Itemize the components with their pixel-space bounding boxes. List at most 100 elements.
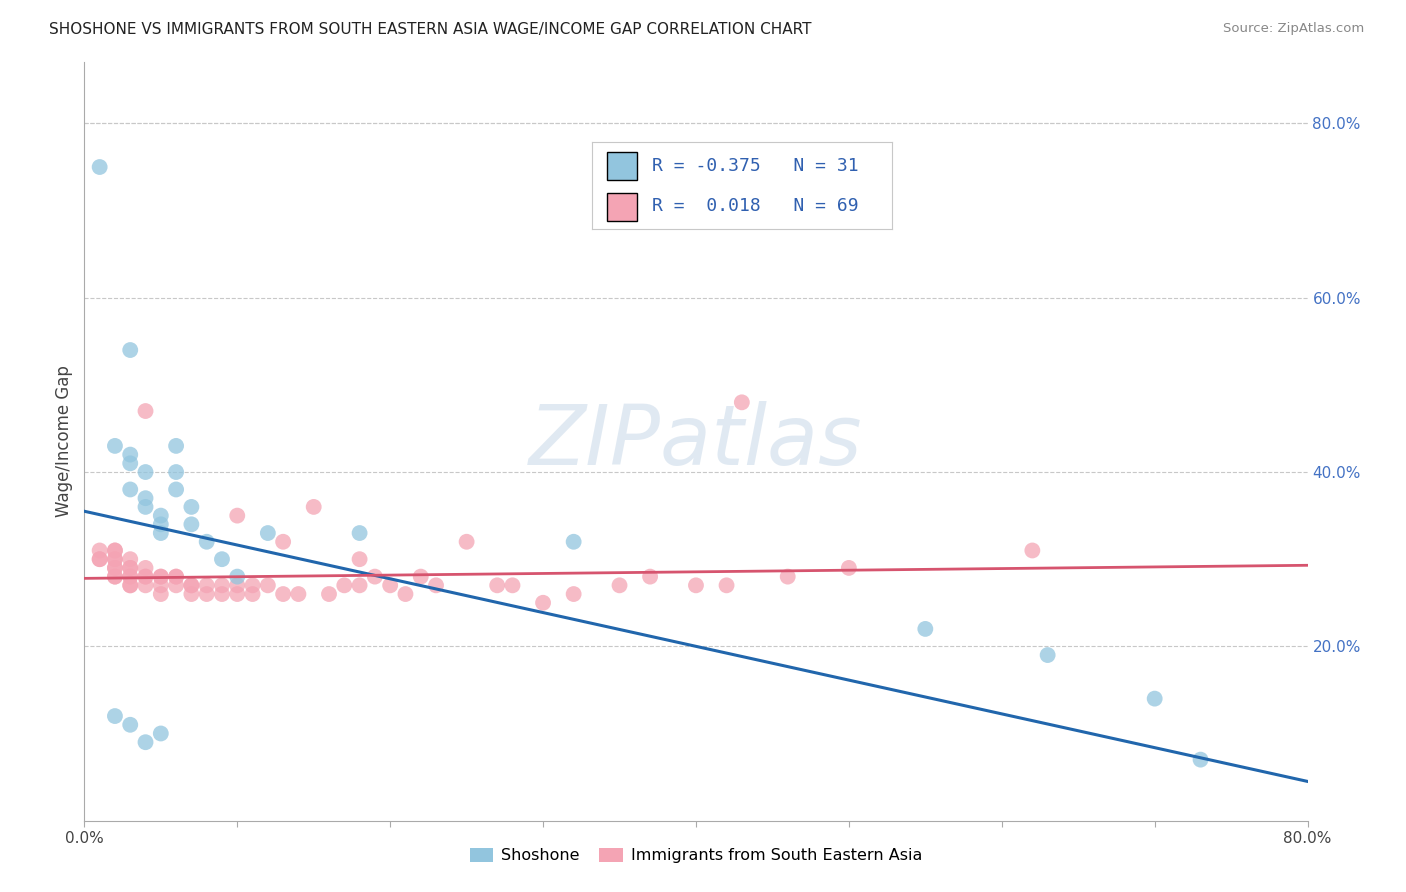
Point — [226, 508, 249, 523]
Point — [562, 534, 585, 549]
Point — [349, 578, 371, 592]
Point — [195, 587, 218, 601]
Point — [135, 561, 157, 575]
Point — [135, 735, 157, 749]
Point — [180, 517, 202, 532]
Point — [89, 552, 111, 566]
Point — [120, 456, 142, 470]
Point — [135, 465, 157, 479]
Point — [165, 439, 187, 453]
Point — [318, 587, 340, 601]
Point — [165, 483, 187, 497]
Point — [104, 552, 127, 566]
Point — [302, 500, 325, 514]
Point — [609, 578, 631, 592]
Point — [165, 569, 187, 583]
Point — [135, 500, 157, 514]
Point — [1143, 691, 1166, 706]
Legend: Shoshone, Immigrants from South Eastern Asia: Shoshone, Immigrants from South Eastern … — [463, 841, 929, 870]
Point — [242, 578, 264, 592]
Point — [195, 534, 218, 549]
Point — [135, 569, 157, 583]
Text: SHOSHONE VS IMMIGRANTS FROM SOUTH EASTERN ASIA WAGE/INCOME GAP CORRELATION CHART: SHOSHONE VS IMMIGRANTS FROM SOUTH EASTER… — [49, 22, 811, 37]
Point — [180, 500, 202, 514]
Point — [349, 552, 371, 566]
Point — [149, 569, 172, 583]
Point — [425, 578, 447, 592]
Point — [226, 569, 249, 583]
Point — [104, 561, 127, 575]
Point — [104, 543, 127, 558]
Point — [195, 578, 218, 592]
Point — [1189, 753, 1212, 767]
Point — [120, 569, 142, 583]
Point — [211, 578, 233, 592]
Point — [120, 552, 142, 566]
Point — [287, 587, 309, 601]
Point — [149, 517, 172, 532]
Point — [104, 561, 127, 575]
Point — [914, 622, 936, 636]
Point — [271, 587, 294, 601]
Point — [456, 534, 478, 549]
Point — [180, 578, 202, 592]
Point — [135, 491, 157, 506]
Point — [349, 526, 371, 541]
Point — [120, 578, 142, 592]
Point — [1021, 543, 1043, 558]
Point — [104, 569, 127, 583]
Point — [120, 569, 142, 583]
Point — [149, 569, 172, 583]
Point — [257, 578, 280, 592]
Point — [165, 578, 187, 592]
Point — [104, 709, 127, 723]
Point — [120, 561, 142, 575]
Point — [89, 160, 111, 174]
Point — [180, 587, 202, 601]
Point — [89, 543, 111, 558]
Point — [149, 508, 172, 523]
Point — [226, 578, 249, 592]
Point — [486, 578, 509, 592]
Point — [364, 569, 387, 583]
Point — [1036, 648, 1059, 662]
Point — [149, 726, 172, 740]
Point — [149, 587, 172, 601]
Point — [731, 395, 754, 409]
Point — [333, 578, 356, 592]
Point — [716, 578, 738, 592]
Point — [409, 569, 432, 583]
Point — [104, 552, 127, 566]
Point — [380, 578, 402, 592]
Point — [562, 587, 585, 601]
Text: ZIPatlas: ZIPatlas — [529, 401, 863, 482]
Point — [120, 718, 142, 732]
Y-axis label: Wage/Income Gap: Wage/Income Gap — [55, 366, 73, 517]
Text: Source: ZipAtlas.com: Source: ZipAtlas.com — [1223, 22, 1364, 36]
Point — [211, 587, 233, 601]
Point — [120, 561, 142, 575]
Point — [531, 596, 554, 610]
Point — [165, 465, 187, 479]
Point — [104, 569, 127, 583]
Point — [135, 404, 157, 418]
Point — [104, 439, 127, 453]
Point — [271, 534, 294, 549]
Point — [257, 526, 280, 541]
Point — [242, 587, 264, 601]
Point — [104, 543, 127, 558]
Point — [149, 526, 172, 541]
Point — [120, 343, 142, 357]
Point — [89, 552, 111, 566]
Point — [226, 587, 249, 601]
Point — [135, 578, 157, 592]
Point — [776, 569, 799, 583]
Point — [165, 569, 187, 583]
Point — [120, 578, 142, 592]
Point — [135, 569, 157, 583]
Point — [502, 578, 524, 592]
Point — [838, 561, 860, 575]
Point — [638, 569, 661, 583]
Point — [149, 578, 172, 592]
Point — [180, 578, 202, 592]
